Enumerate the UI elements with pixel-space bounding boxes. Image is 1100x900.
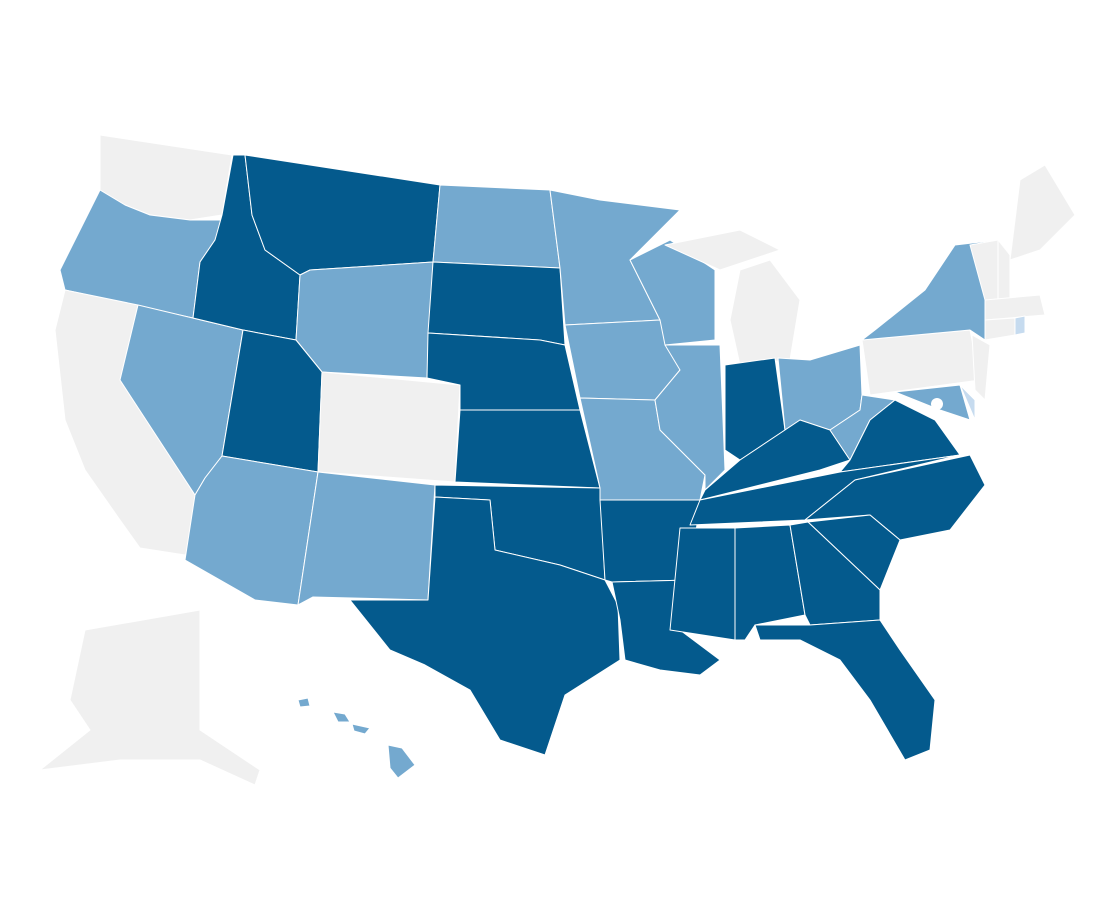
- state: [332, 711, 351, 723]
- state: [317, 371, 461, 483]
- state: [997, 239, 1011, 301]
- state: [387, 744, 416, 779]
- state: [297, 697, 311, 708]
- state: [295, 261, 434, 379]
- state: [654, 344, 726, 491]
- state: [629, 239, 716, 346]
- state: [959, 384, 976, 421]
- state: [454, 409, 601, 489]
- state: [861, 329, 981, 396]
- state: [984, 294, 1046, 321]
- state: [427, 261, 566, 346]
- state: [184, 455, 319, 606]
- state: [432, 184, 561, 269]
- state: [754, 619, 936, 761]
- state: [39, 609, 261, 786]
- state: [349, 496, 621, 756]
- state: [984, 317, 1016, 341]
- state: [1014, 315, 1026, 336]
- state: [664, 229, 781, 271]
- state: [971, 334, 991, 401]
- state: [297, 471, 436, 606]
- state: [669, 527, 736, 641]
- dc-marker: [931, 398, 943, 410]
- state: [1009, 164, 1076, 261]
- state: [729, 259, 801, 366]
- state: [351, 723, 371, 735]
- state: [244, 154, 441, 276]
